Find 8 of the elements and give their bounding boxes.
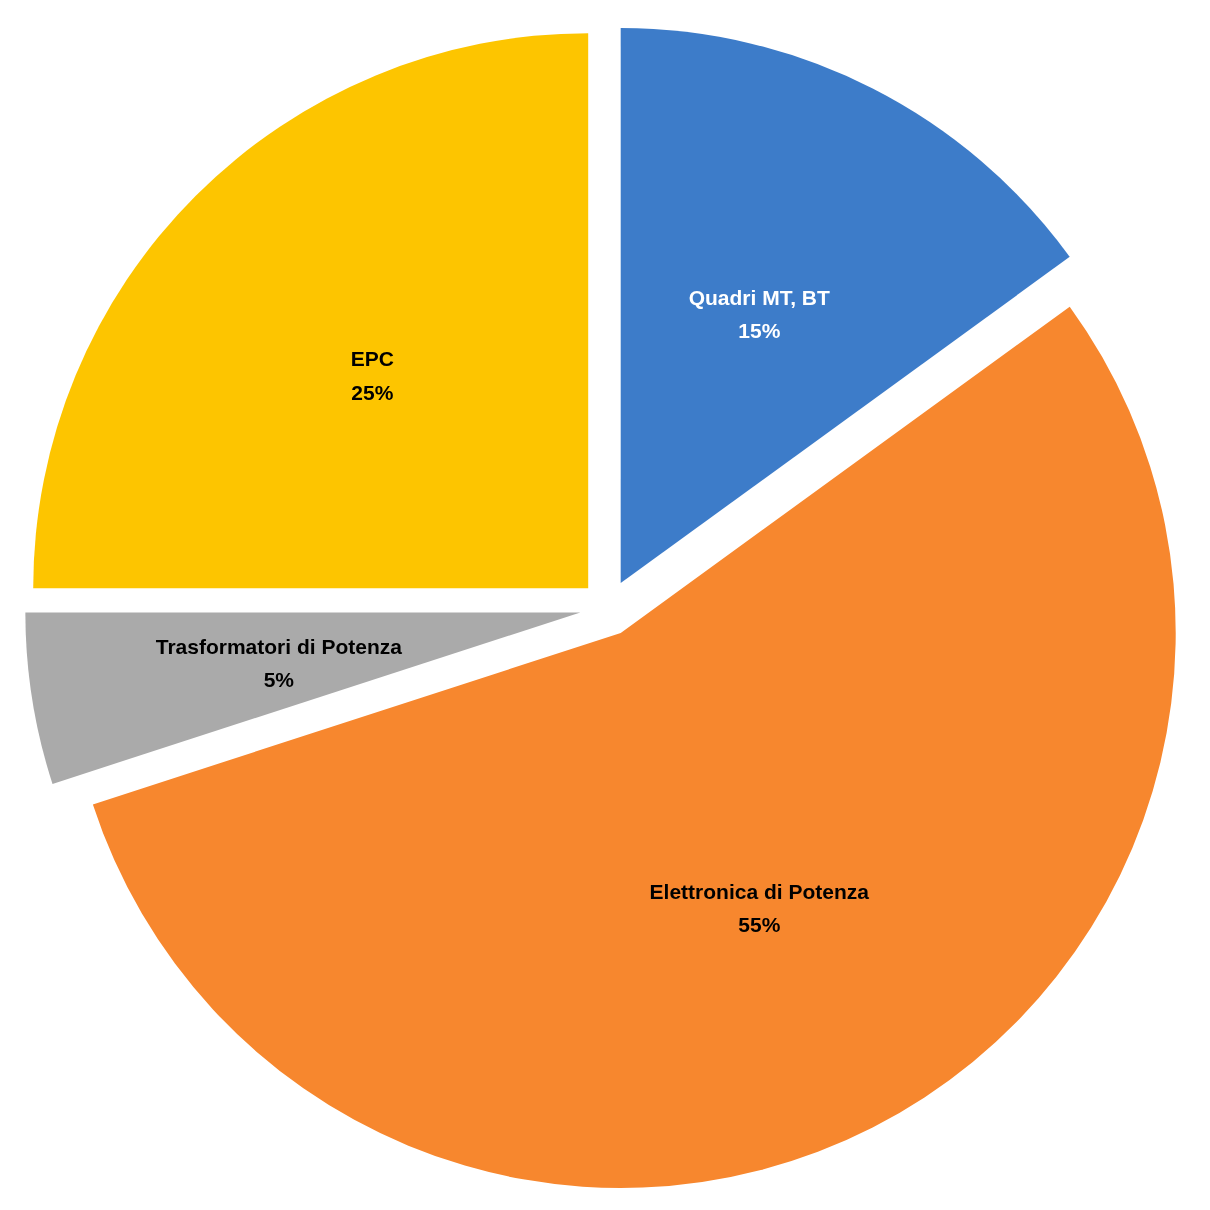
data-label: 5% (263, 668, 295, 692)
data-label: 55% (738, 913, 781, 937)
data-label: 25% (351, 380, 394, 404)
slice-label: Quadri MT, BT (688, 285, 831, 309)
slice-label: Trasformatori di Potenza (155, 634, 403, 658)
slice-label: Elettronica di Potenza (649, 879, 870, 903)
slice-label: EPC (350, 347, 394, 371)
data-label: 15% (738, 319, 781, 343)
